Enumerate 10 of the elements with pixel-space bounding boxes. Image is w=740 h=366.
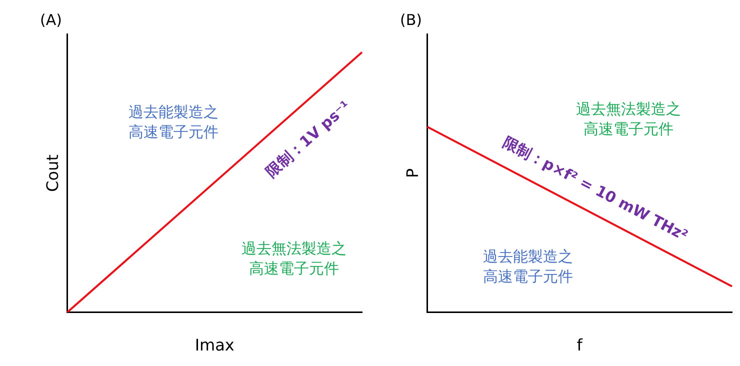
x-axis-title: f <box>576 336 583 355</box>
y-axis-title: Cout <box>42 154 62 192</box>
annotation: 過去無法製造之高速電子元件 <box>576 100 681 138</box>
y-axis-title: P <box>402 168 422 178</box>
annotation: 過去無法製造之高速電子元件 <box>242 239 347 278</box>
annotation: 過去能製造之高速電子元件 <box>128 102 218 141</box>
x-axis-title: Imax <box>194 336 234 355</box>
annotation: 過去能製造之高速電子元件 <box>482 248 573 286</box>
chart-title: (B) <box>400 10 422 29</box>
chart-title: (A) <box>40 10 62 29</box>
